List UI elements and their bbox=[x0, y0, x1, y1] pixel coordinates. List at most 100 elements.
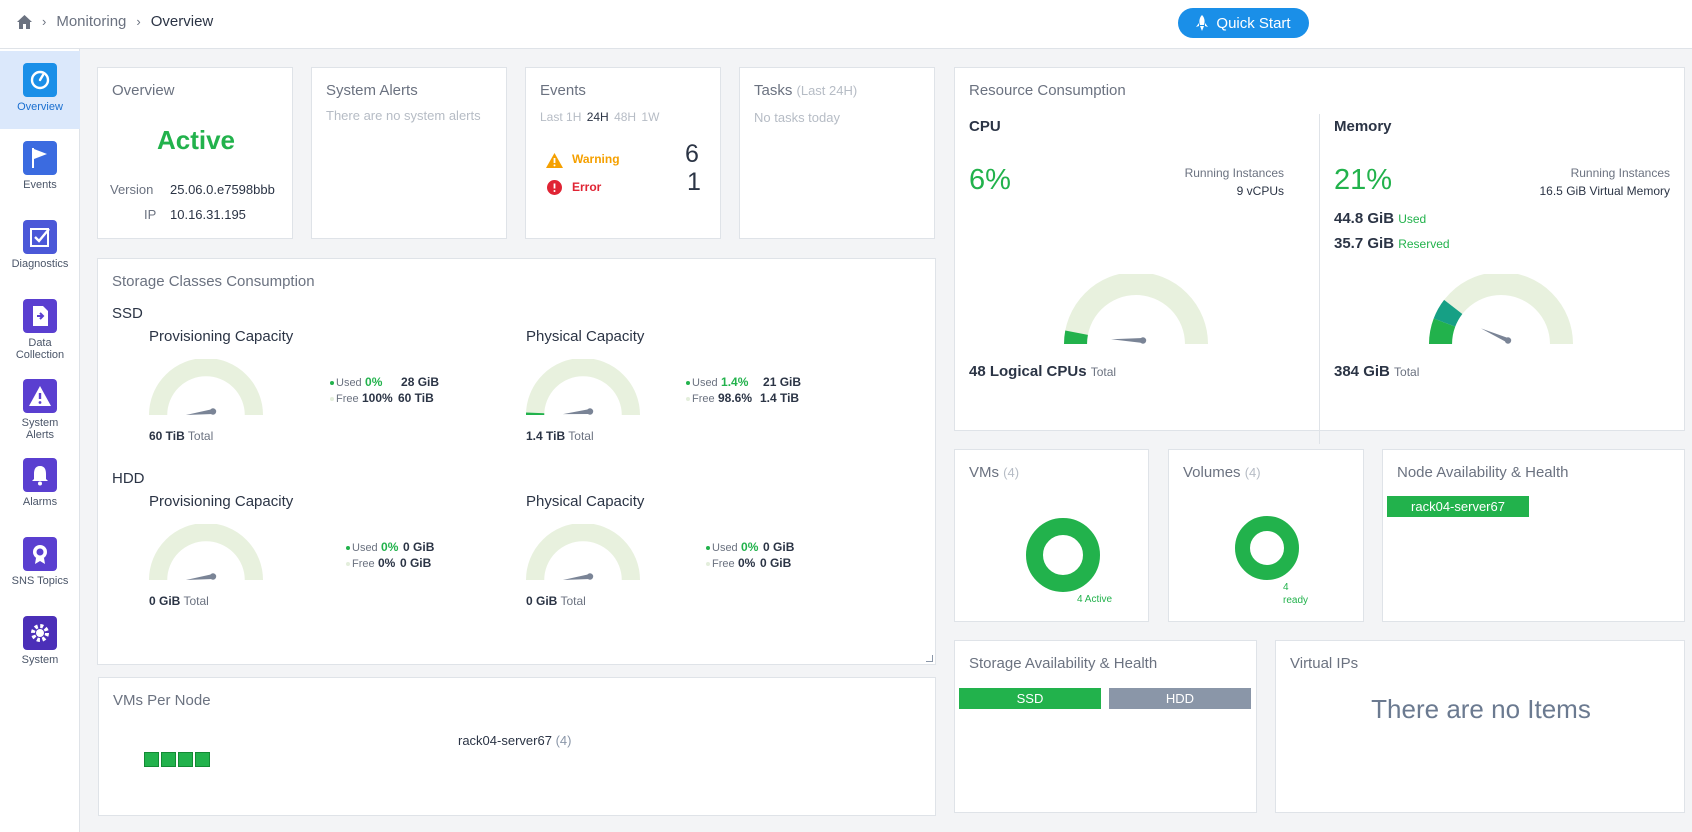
sidebar-item-data-collection[interactable]: Data Collection bbox=[0, 287, 80, 365]
card-title: Tasks (Last 24H) bbox=[754, 82, 857, 99]
filter-1w[interactable]: 1W bbox=[641, 110, 660, 124]
ssd-prov-gauge bbox=[149, 359, 263, 416]
donut-num: 4 bbox=[1077, 594, 1083, 605]
filter-24h[interactable]: 24H bbox=[586, 110, 609, 124]
top-bar: › Monitoring › Overview Quick Start bbox=[0, 0, 1692, 49]
gauge-needle bbox=[1111, 338, 1143, 343]
used-value: 0 GiB bbox=[403, 540, 435, 554]
ssd-label: SSD bbox=[112, 305, 143, 322]
used-value: 21 GiB bbox=[763, 375, 802, 389]
gauge-fill-reserved bbox=[1433, 299, 1463, 328]
gauge-needle bbox=[562, 409, 590, 415]
sidebar-item-label: Overview bbox=[17, 101, 63, 113]
gauge-track bbox=[149, 359, 263, 416]
card-title: Events bbox=[540, 82, 586, 99]
badge-icon bbox=[23, 537, 57, 571]
used-dot bbox=[330, 380, 334, 385]
filter-48h[interactable]: 48H bbox=[614, 110, 637, 124]
used-label: Used bbox=[352, 542, 378, 554]
volumes-title: Volumes bbox=[1183, 464, 1241, 481]
resource-consumption-card: Resource Consumption CPU 6% Running Inst… bbox=[954, 67, 1685, 444]
used-value: 44.8 GiB bbox=[1334, 210, 1395, 227]
system-alerts-card: System Alerts There are no system alerts bbox=[311, 67, 507, 239]
home-icon[interactable] bbox=[17, 14, 32, 29]
total-value: 48 Logical CPUs bbox=[969, 363, 1087, 380]
memory-running-label: Running Instances bbox=[1570, 166, 1670, 180]
sidebar-item-label: Data Collection bbox=[15, 337, 65, 361]
total-value: 384 GiB bbox=[1334, 363, 1390, 380]
ssd-phys-legend: Used 1.4% 21 GiB Free 98.6% 1.4 TiB bbox=[686, 375, 801, 407]
gauge-needle-hub bbox=[209, 408, 217, 415]
version-label: Version bbox=[110, 182, 154, 197]
node-health-badge[interactable]: rack04-server67 bbox=[1387, 496, 1529, 517]
node-name: rack04-server67 bbox=[458, 733, 552, 748]
hdd-label: HDD bbox=[112, 470, 145, 487]
sidebar-item-label: Alarms bbox=[22, 496, 58, 508]
free-label: Free bbox=[712, 558, 735, 570]
ssd-prov-legend: Used 0% 28 GiB Free 100% 60 TiB bbox=[330, 375, 439, 407]
gauge-icon bbox=[23, 63, 57, 97]
sidebar-item-overview[interactable]: Overview bbox=[0, 51, 80, 129]
total-label: Total bbox=[568, 429, 594, 443]
free-pct: 98.6% bbox=[717, 391, 752, 405]
free-value: 1.4 TiB bbox=[759, 391, 800, 405]
gauge-fill bbox=[1064, 330, 1088, 345]
vm-squares bbox=[144, 752, 212, 767]
donut-label: Active bbox=[1084, 594, 1113, 605]
filter-last-1h[interactable]: Last 1H bbox=[540, 110, 582, 124]
memory-title: Memory bbox=[1334, 118, 1392, 135]
total-label: Total bbox=[560, 594, 586, 608]
sidebar-item-alarms[interactable]: Alarms bbox=[0, 446, 80, 524]
vm-square[interactable] bbox=[161, 752, 176, 767]
hdd-phys-title: Physical Capacity bbox=[526, 493, 645, 510]
error-label[interactable]: Error bbox=[572, 180, 602, 194]
gauge-fill bbox=[1429, 318, 1456, 345]
ssd-prov-title: Provisioning Capacity bbox=[149, 328, 294, 345]
sidebar-item-system-alerts[interactable]: System Alerts bbox=[0, 367, 80, 445]
sidebar-item-label: System Alerts bbox=[21, 417, 59, 441]
used-label: Used bbox=[692, 377, 718, 389]
hdd-phys-legend: Used 0% 0 GiB Free 0% 0 GiB bbox=[706, 540, 794, 572]
vm-square[interactable] bbox=[178, 752, 193, 767]
card-title: VMs Per Node bbox=[113, 692, 211, 709]
quick-start-button[interactable]: Quick Start bbox=[1178, 8, 1309, 38]
free-dot bbox=[346, 561, 350, 566]
warning-label[interactable]: Warning bbox=[572, 152, 620, 166]
used-dot bbox=[706, 545, 710, 550]
tasks-title: Tasks bbox=[754, 82, 793, 99]
used-pct: 0% bbox=[365, 375, 383, 389]
tasks-subtitle: (Last 24H) bbox=[796, 83, 858, 98]
overview-card: Overview Active Version 25.06.0.e7598bbb… bbox=[97, 67, 293, 239]
total-label: Total bbox=[1394, 365, 1420, 379]
vm-square[interactable] bbox=[195, 752, 210, 767]
resize-handle[interactable] bbox=[926, 655, 933, 662]
system-alerts-empty: There are no system alerts bbox=[326, 108, 481, 123]
breadcrumb-monitoring[interactable]: Monitoring bbox=[56, 13, 127, 30]
sidebar-item-sns-topics[interactable]: SNS Topics bbox=[0, 525, 80, 603]
sidebar-item-events[interactable]: Events bbox=[0, 129, 80, 207]
hdd-health-badge[interactable]: HDD bbox=[1109, 688, 1251, 709]
total-label: Total bbox=[187, 429, 214, 443]
vm-square[interactable] bbox=[144, 752, 159, 767]
free-pct: 0% bbox=[377, 556, 396, 570]
free-dot bbox=[706, 561, 710, 566]
used-label: Used bbox=[712, 542, 738, 554]
breadcrumb: › Monitoring › Overview bbox=[17, 13, 213, 30]
memory-pct: 21% bbox=[1334, 164, 1393, 196]
used-dot bbox=[686, 380, 690, 385]
gear-icon bbox=[23, 616, 57, 650]
free-pct: 100% bbox=[361, 391, 393, 405]
memory-used: 44.8 GiB Used bbox=[1334, 210, 1426, 227]
sidebar-item-label: SNS Topics bbox=[11, 575, 69, 587]
volumes-count: (4) bbox=[1244, 465, 1261, 480]
sidebar-item-diagnostics[interactable]: Diagnostics bbox=[0, 208, 80, 286]
memory-reserved: 35.7 GiB Reserved bbox=[1334, 235, 1450, 252]
sidebar-item-system[interactable]: System bbox=[0, 604, 80, 682]
ssd-health-badge[interactable]: SSD bbox=[959, 688, 1101, 709]
vms-card: VMs (4) 4 Active bbox=[954, 449, 1149, 622]
divider bbox=[1319, 114, 1320, 444]
rocket-icon bbox=[1196, 15, 1209, 31]
ssd-phys-total: 1.4 TiB Total bbox=[526, 429, 594, 443]
checkbox-icon bbox=[23, 220, 57, 254]
gauge-track bbox=[526, 359, 640, 416]
